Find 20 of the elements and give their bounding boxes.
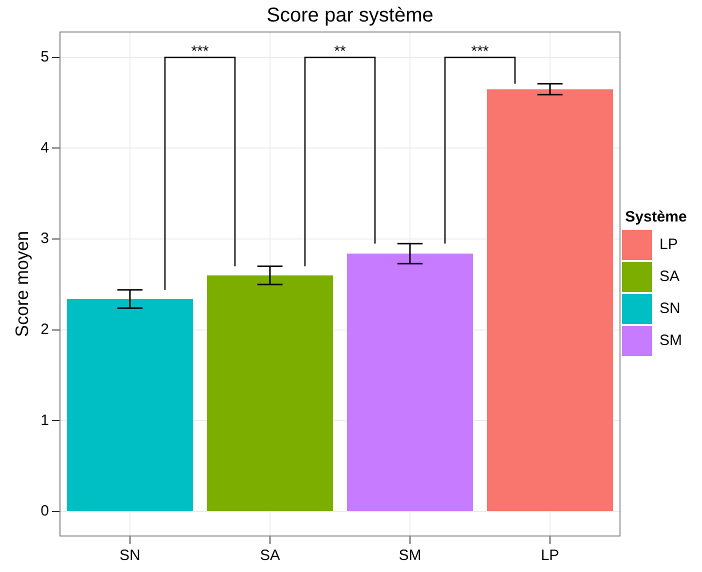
annotation: *** [471,43,489,60]
annotation: ** [334,43,346,60]
legend-label: SA [660,268,680,286]
legend-title: Système [625,208,687,226]
y-tick-label: 2 [40,321,49,338]
legend-label: SN [660,300,680,318]
legend-label: LP [660,236,678,254]
x-tick-label: SN [120,547,140,564]
chart-title: Score par système [266,4,434,27]
y-axis-title: Score moyen [12,230,32,338]
y-tick-label: 1 [40,412,49,429]
x-tick-label: SA [260,547,280,564]
y-tick-label: 4 [40,139,49,156]
y-tick-label: 0 [40,502,49,520]
legend-label: SM [660,332,682,350]
x-tick-label: SM [398,547,422,564]
y-tick-label: 5 [40,48,49,66]
y-tick-label: 3 [40,230,49,248]
x-tick-label: LP [540,547,560,564]
annotation: *** [191,43,209,60]
